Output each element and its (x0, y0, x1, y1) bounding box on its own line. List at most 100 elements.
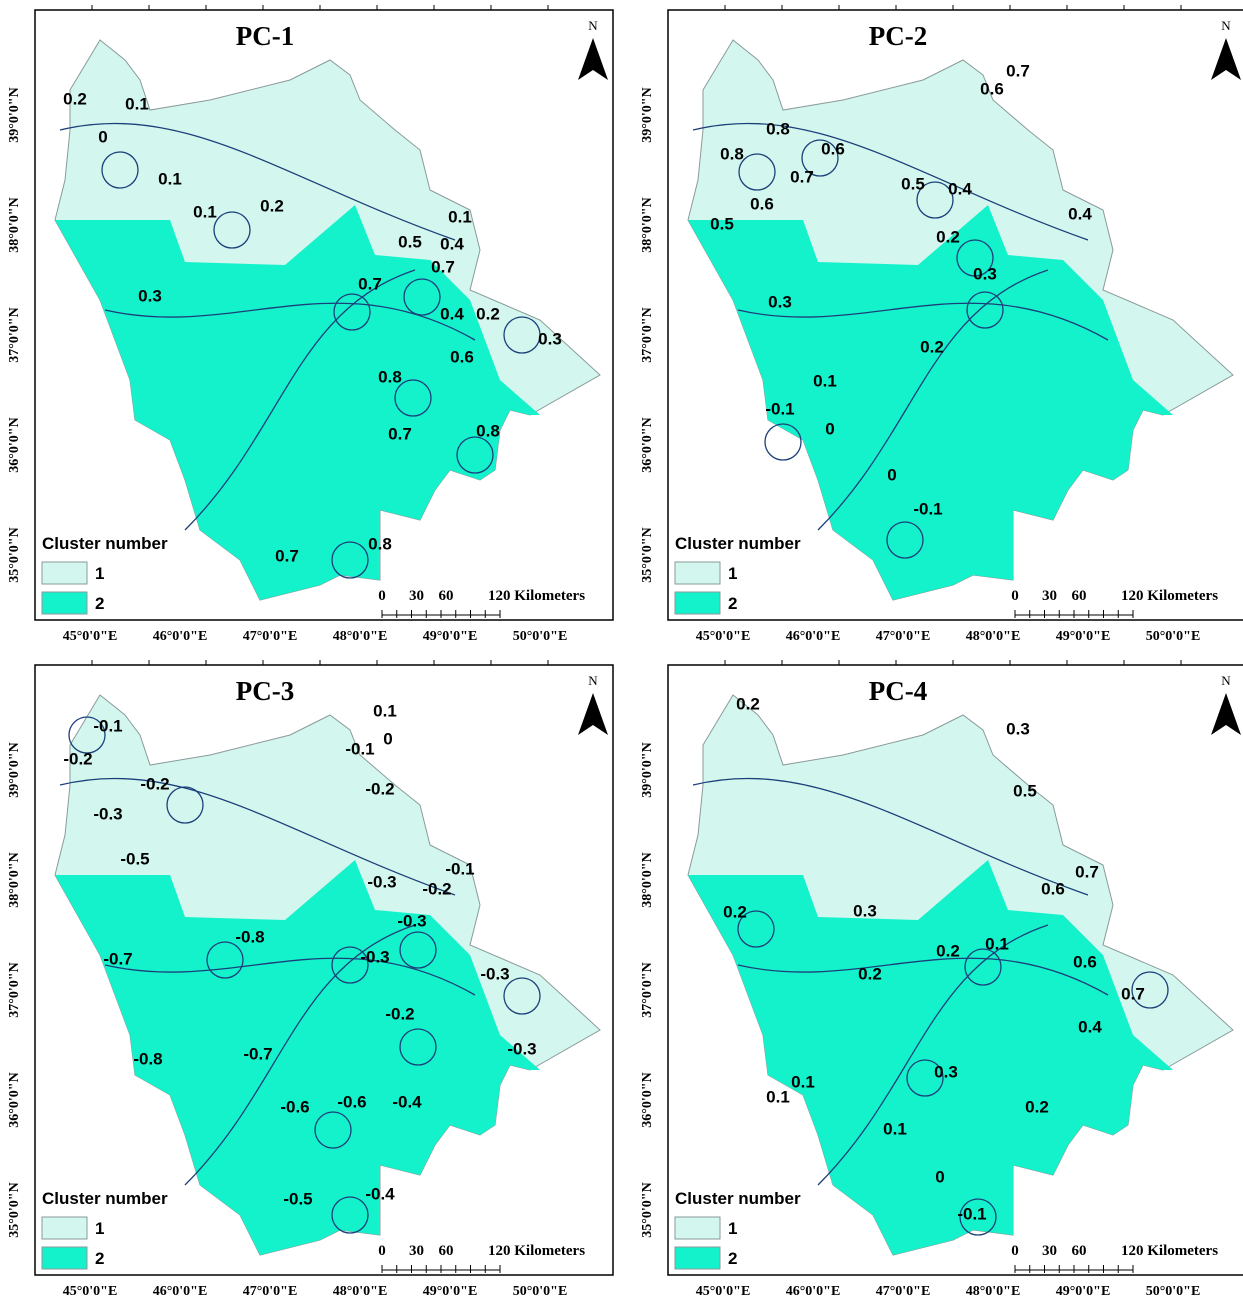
latitude-label: 36°0'0"N (7, 417, 22, 472)
scale-label: 60 (1072, 1243, 1087, 1259)
contour-label: -0.1 (93, 716, 122, 735)
contour-circle (333, 293, 371, 331)
contour-label: 0.7 (1121, 984, 1145, 1003)
contour-label: -0.5 (120, 849, 149, 868)
panel-title: PC-1 (236, 21, 294, 51)
contour-line (692, 122, 1089, 241)
contour-line (184, 269, 416, 531)
contour-circle (206, 941, 244, 979)
latitude-label: 35°0'0"N (7, 527, 22, 582)
contour-label: 0 (825, 419, 834, 438)
contour-label: 0.1 (813, 371, 837, 390)
scale-label: 120 Kilometers (1121, 588, 1218, 604)
scale-label: 60 (439, 1243, 454, 1259)
contour-label: 0.2 (736, 694, 760, 713)
scale-label: 120 Kilometers (488, 588, 585, 604)
frame (667, 664, 1243, 1276)
contour-label: 0.3 (1006, 719, 1030, 738)
longitude-label: 49°0'0"E (1056, 1284, 1111, 1299)
contour-label: 0.7 (431, 257, 455, 276)
contour-circle (456, 436, 494, 474)
legend-swatch (674, 1246, 721, 1270)
latitude-label: 37°0'0"N (640, 962, 655, 1017)
latitude-label: 38°0'0"N (7, 852, 22, 907)
contour-line (737, 957, 1109, 996)
contour-label: 0.2 (936, 227, 960, 246)
latitude-label: 35°0'0"N (640, 527, 655, 582)
contour-label: -0.3 (397, 911, 426, 930)
panel-title: PC-3 (236, 676, 294, 706)
contour-circle (331, 1196, 369, 1234)
longitude-label: 50°0'0"E (513, 629, 568, 644)
panel-title: PC-2 (869, 21, 927, 51)
longitude-label: 47°0'0"E (243, 1284, 298, 1299)
scale-label: 60 (1072, 588, 1087, 604)
contour-label: 0.3 (853, 901, 877, 920)
contour-label: 0.7 (1075, 862, 1099, 881)
contour-circle (68, 716, 106, 754)
contour-label: 0.3 (768, 292, 792, 311)
contour-line (104, 302, 476, 341)
contour-label: 0.3 (538, 329, 562, 348)
contour-label: 0.2 (858, 964, 882, 983)
contour-circle (314, 1111, 352, 1149)
contour-label: 0.2 (476, 304, 500, 323)
latitude-label: 35°0'0"N (640, 1182, 655, 1237)
contour-label: -0.3 (360, 947, 389, 966)
longitude-label: 50°0'0"E (513, 1284, 568, 1299)
scale-label: 0 (378, 588, 386, 604)
contour-label: 0.5 (901, 174, 925, 193)
contour-label: -0.2 (365, 779, 394, 798)
latitude-label: 38°0'0"N (640, 852, 655, 907)
contour-label: 0.6 (450, 347, 474, 366)
contour-circle (503, 977, 541, 1015)
contour-label: 0.8 (476, 421, 500, 440)
north-arrow (578, 38, 608, 80)
map-panel: PC-3-0.1-0.2-0.2-0.30.10-0.1-0.2-0.5-0.1… (7, 660, 614, 1299)
legend-title: Cluster number (42, 534, 168, 553)
contour-label: 0.6 (1073, 952, 1097, 971)
contour-label: -0.1 (765, 399, 794, 418)
contour-label: 0.1 (125, 94, 149, 113)
contour-label: 0.8 (368, 534, 392, 553)
legend-swatch (674, 561, 721, 585)
contour-label: 0.2 (1025, 1097, 1049, 1116)
longitude-label: 47°0'0"E (243, 629, 298, 644)
scale-label: 0 (1011, 1243, 1019, 1259)
longitude-label: 45°0'0"E (63, 1284, 118, 1299)
contour-label: 0.5 (1013, 781, 1037, 800)
scale-label: 120 Kilometers (1121, 1243, 1218, 1259)
scale-label: 60 (439, 588, 454, 604)
longitude-label: 50°0'0"E (1146, 629, 1201, 644)
contour-label: -0.4 (392, 1092, 422, 1111)
north-arrow (1211, 38, 1241, 80)
contour-label: -0.1 (957, 1204, 986, 1223)
legend-swatch (674, 591, 721, 615)
map-panel: PC-20.70.60.80.80.60.7 0.5 0.40.60.50.40.2… (640, 5, 1243, 644)
contour-label: 0.4 (948, 179, 972, 198)
contour-label: -0.5 (283, 1189, 312, 1208)
cluster-2-region (688, 860, 1173, 1255)
legend-swatch (674, 1216, 721, 1240)
north-arrow (1211, 693, 1241, 735)
contour-circle (738, 153, 776, 191)
contour-label: 0.2 (936, 941, 960, 960)
contour-line (737, 302, 1109, 341)
longitude-label: 48°0'0"E (966, 629, 1021, 644)
cluster-2-region (55, 860, 540, 1255)
scale-label: 30 (1042, 588, 1057, 604)
contour-label: -0.8 (235, 927, 264, 946)
scale-label: 120 Kilometers (488, 1243, 585, 1259)
contour-line (817, 269, 1049, 531)
contour-circle (886, 521, 924, 559)
contour-label: -0.3 (480, 964, 509, 983)
legend-title: Cluster number (675, 534, 801, 553)
longitude-label: 48°0'0"E (966, 1284, 1021, 1299)
map-panel: PC-4 0.2 0.3 0.5 0.6 0.7 0.3 0.2 0.2 0.1 0.2 0.6 0.7… (640, 660, 1243, 1299)
contour-circle (213, 211, 251, 249)
contour-label: 0.1 (373, 701, 397, 720)
frame (667, 9, 1243, 621)
contour-circle (331, 946, 369, 984)
contour-label: -0.8 (133, 1049, 162, 1068)
